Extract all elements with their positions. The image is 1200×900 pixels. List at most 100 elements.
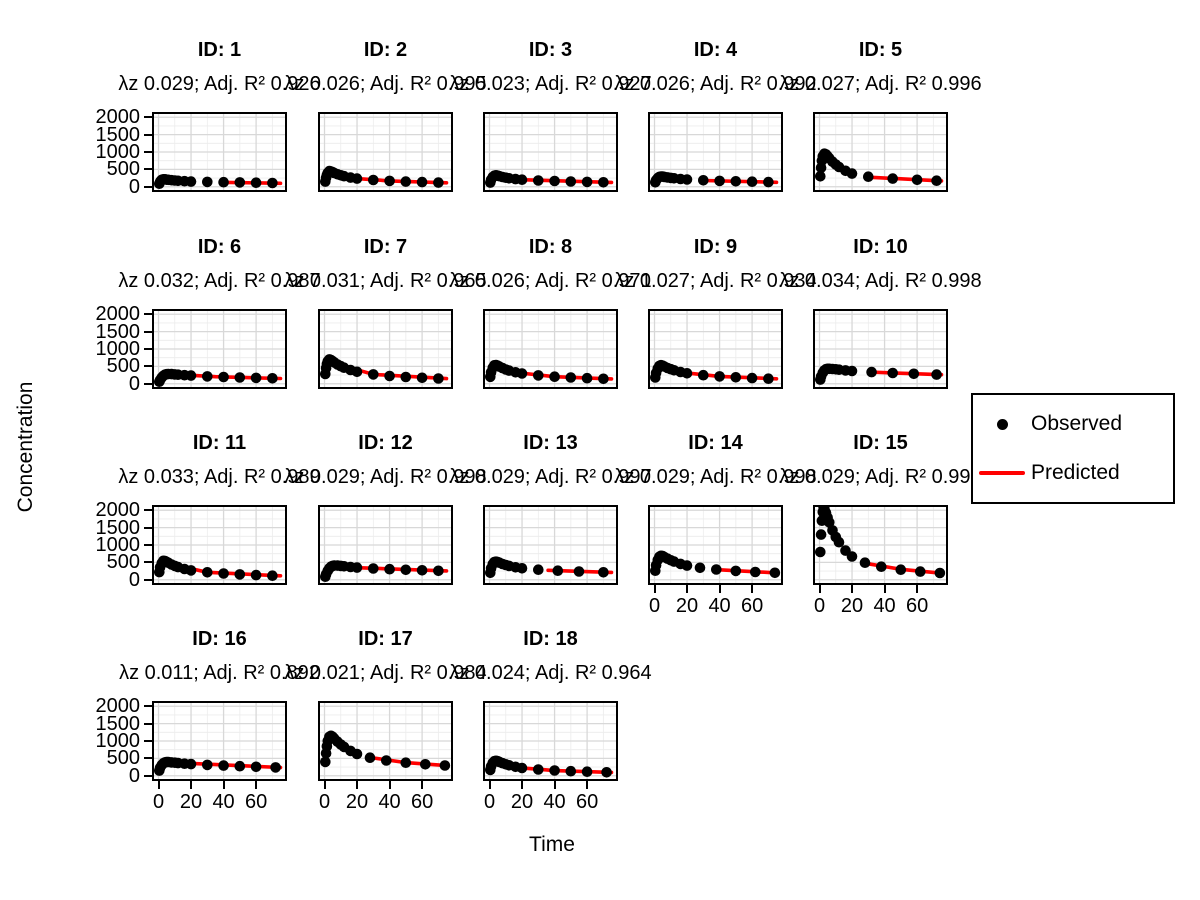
x-axis-tick [255,781,258,789]
x-axis-tick-label: 20 [179,791,203,813]
panel-plot-id-14 [648,505,783,585]
y-axis-tick-label: 2000 [95,303,141,326]
y-axis-tick-label: 0 [128,764,140,787]
observed-points [320,165,444,188]
panel-subtitle-id-17: λz 0.021; Adj. R² 0.984 [284,662,487,684]
panel-title-id-3: ID: 3 [528,39,573,61]
y-axis-tick-label: 500 [106,747,140,770]
y-axis-tick [144,313,152,316]
panel-subtitle-id-6: λz 0.032; Adj. R² 0.987 [118,270,321,292]
x-axis-tick [521,781,524,789]
y-axis-tick-label: 0 [128,175,140,198]
observed-points [154,368,278,387]
x-axis-tick-label: 40 [543,791,566,813]
y-axis-tick-label: 1000 [95,338,141,360]
y-axis-tick [144,365,152,368]
observed-point-icon [973,418,1031,430]
panel-subtitle-id-13: λz 0.029; Adj. R² 0.997 [449,466,652,488]
panel-title-id-4: ID: 4 [693,39,738,61]
y-axis-tick-label: 1500 [95,320,141,343]
panel-title-id-1: ID: 1 [197,39,242,61]
panel-title-id-9: ID: 9 [693,236,738,258]
panel-subtitle-id-12: λz 0.029; Adj. R² 0.998 [284,466,487,488]
y-axis-tick [144,578,152,581]
y-axis-tick-label: 500 [106,158,140,181]
x-axis-tick-label: 20 [840,595,864,617]
panel-plot-id-2 [318,112,453,192]
panel-plot-id-7 [318,309,453,389]
panel-subtitle-id-5: λz 0.027; Adj. R² 0.996 [779,73,982,95]
x-axis-tick [388,781,391,789]
y-axis-tick-label: 1000 [95,534,141,556]
panel-subtitle-id-16: λz 0.011; Adj. R² 0.892 [119,662,320,684]
panel-plot-id-12 [318,505,453,585]
x-axis-tick-label: 0 [648,595,661,617]
panel-subtitle-id-7: λz 0.031; Adj. R² 0.965 [284,270,487,292]
panel-title-id-10: ID: 10 [853,236,908,258]
panel-title-id-12: ID: 12 [358,432,413,454]
panel-plot-id-13 [483,505,618,585]
legend-item-observed: Observed [973,404,1173,444]
panel-plot-id-18 [483,701,618,781]
panel-subtitle-id-2: λz 0.026; Adj. R² 0.995 [284,73,487,95]
x-axis-tick-label: 60 [905,595,929,617]
x-axis-tick [421,781,424,789]
panel-title-id-11: ID: 11 [192,432,247,454]
y-axis-tick [144,168,152,171]
y-axis-tick [144,185,152,188]
y-axis-tick [144,151,152,153]
x-axis-tick [157,781,160,789]
x-axis-tick [883,585,886,593]
x-axis-tick [488,781,491,789]
panel-title-id-14: ID: 14 [688,432,743,454]
x-axis-tick [751,585,754,593]
panel-title-id-5: ID: 5 [858,39,903,61]
panel-plot-id-8 [483,309,618,389]
panel-subtitle-id-18: λz 0.024; Adj. R² 0.964 [449,662,652,684]
x-axis-tick [718,585,721,593]
panel-title-id-8: ID: 8 [528,236,573,258]
y-axis-tick-label: 2000 [95,106,141,129]
observed-points [815,363,942,385]
x-axis-tick [916,585,919,593]
y-axis-tick [144,348,152,350]
observed-points [320,354,444,384]
y-axis-tick-label: 1000 [95,730,141,752]
x-axis-tick-label: 40 [212,791,235,813]
panel-plot-id-9 [648,309,783,389]
y-axis-tick [144,705,152,708]
y-axis-tick [144,740,152,742]
x-axis-tick [356,781,359,789]
y-axis-tick [144,774,152,777]
x-axis-tick-label: 20 [675,595,699,617]
predicted-line-icon [973,471,1031,475]
x-axis-tick-label: 20 [510,791,534,813]
panel-plot-id-5 [813,112,948,192]
panel-title-id-2: ID: 2 [363,39,408,61]
predicted-line [871,175,944,183]
x-axis-tick [818,585,821,593]
panel-subtitle-id-8: λz 0.026; Adj. R² 0.971 [449,270,652,292]
y-axis-tick-label: 2000 [95,499,141,522]
panel-subtitle-id-11: λz 0.033; Adj. R² 0.989 [118,466,321,488]
legend-label-observed: Observed [1031,412,1123,435]
panel-subtitle-id-10: λz 0.034; Adj. R² 0.998 [779,270,982,292]
panel-title-id-7: ID: 7 [363,236,408,258]
y-axis-tick-label: 1500 [95,712,141,735]
x-axis-tick [586,781,589,789]
observed-points [650,359,774,384]
y-axis-tick [144,757,152,760]
panel-subtitle-id-9: λz 0.027; Adj. R² 0.934 [614,270,817,292]
panel-title-id-13: ID: 13 [523,432,578,454]
panel-title-id-16: ID: 16 [192,628,247,650]
predicted-line [866,370,944,377]
y-axis-tick [144,382,152,385]
x-axis-tick-label: 0 [813,595,826,617]
y-axis-tick-label: 500 [106,355,140,378]
x-axis-tick-label: 60 [244,791,268,813]
panel-title-id-6: ID: 6 [197,236,242,258]
y-axis-tick-label: 1500 [95,516,141,539]
observed-points [650,550,781,579]
panel-subtitle-id-15: λz 0.029; Adj. R² 0.995 [779,466,982,488]
